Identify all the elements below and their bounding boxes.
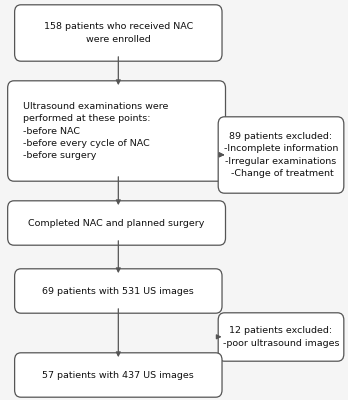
FancyBboxPatch shape	[8, 81, 226, 181]
FancyBboxPatch shape	[15, 5, 222, 61]
FancyBboxPatch shape	[218, 117, 344, 193]
Text: 12 patients excluded:
-poor ultrasound images: 12 patients excluded: -poor ultrasound i…	[223, 326, 339, 348]
Text: 69 patients with 531 US images: 69 patients with 531 US images	[42, 286, 194, 296]
Text: 57 patients with 437 US images: 57 patients with 437 US images	[42, 370, 194, 380]
FancyBboxPatch shape	[218, 313, 344, 361]
Text: Ultrasound examinations were
performed at these points:
-before NAC
-before ever: Ultrasound examinations were performed a…	[23, 102, 168, 160]
Text: 89 patients excluded:
-Incomplete information
-Irregular examinations
 -Change o: 89 patients excluded: -Incomplete inform…	[224, 132, 338, 178]
Text: Completed NAC and planned surgery: Completed NAC and planned surgery	[29, 218, 205, 228]
FancyBboxPatch shape	[8, 201, 226, 245]
FancyBboxPatch shape	[15, 353, 222, 397]
Text: 158 patients who received NAC
were enrolled: 158 patients who received NAC were enrol…	[44, 22, 193, 44]
FancyBboxPatch shape	[15, 269, 222, 313]
